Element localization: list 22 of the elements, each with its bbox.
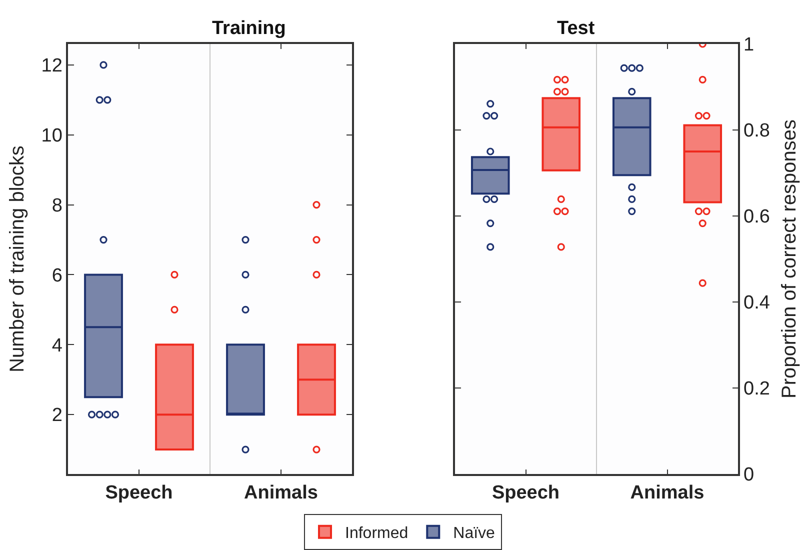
x-tick-label: Speech [105,482,173,504]
y2-tick-label: 0.4 [744,292,770,314]
x-tick-label: Animals [244,482,318,504]
y2-tick-label: 0.8 [744,120,770,142]
y-tick-label: 10 [41,126,62,147]
x-tick-label: Animals [630,482,704,504]
y2-tick-label: 0.2 [744,378,770,400]
chart-title: Test [557,18,596,39]
x-tick-label: Speech [492,482,560,504]
y2-tick-label: 0.6 [744,206,770,228]
legend-label: Naïve [453,525,496,542]
y-tick-label: 12 [41,56,62,77]
legend-label: Informed [345,525,408,542]
y-tick-label: 8 [52,195,62,216]
y-tick-label: 6 [52,265,62,286]
y-axis-title: Number of training blocks [6,146,28,372]
y-tick-label: 2 [52,405,62,426]
chart-title: Training [212,18,286,39]
y2-axis-title: Proportion of correct responses [778,119,800,399]
y2-tick-label: 1 [744,34,754,56]
y2-tick-label: 0 [744,464,754,486]
y-tick-label: 4 [52,335,63,356]
